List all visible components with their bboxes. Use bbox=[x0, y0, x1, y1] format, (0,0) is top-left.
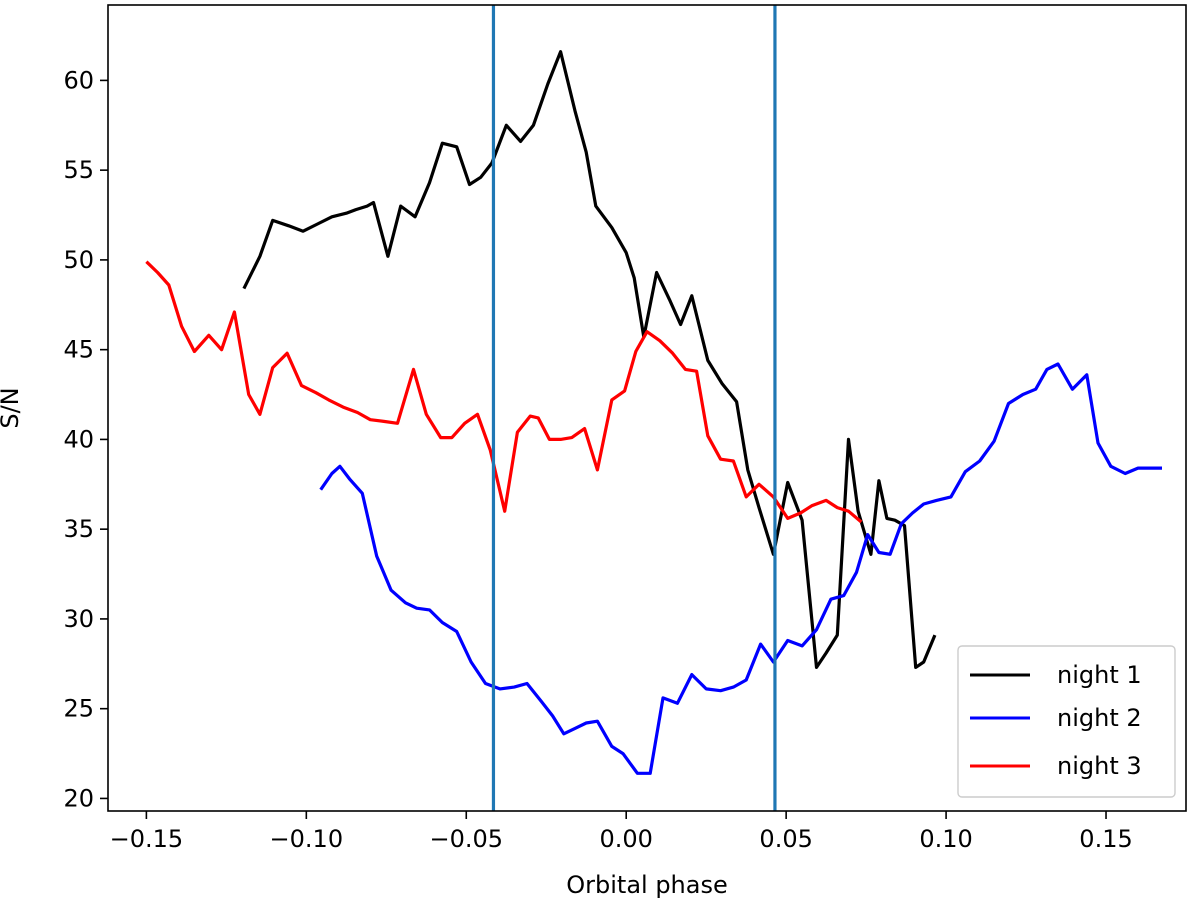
y-tick-label: 30 bbox=[63, 605, 94, 633]
series-line-night-1 bbox=[242, 50, 937, 670]
x-tick-label: −0.10 bbox=[270, 825, 344, 853]
legend-label-night-2: night 2 bbox=[1057, 704, 1142, 732]
vertical-lines-layer bbox=[491, 5, 777, 811]
y-tick-label: 20 bbox=[63, 784, 94, 812]
series-line-night-2 bbox=[319, 362, 1162, 775]
x-tick-label: 0.05 bbox=[759, 825, 812, 853]
plot-frame bbox=[107, 4, 1187, 812]
y-axis: 20 25 30 35 40 45 50 55 60 bbox=[63, 66, 108, 812]
legend-label-night-3: night 3 bbox=[1057, 752, 1142, 780]
x-axis-title: Orbital phase bbox=[566, 871, 728, 899]
y-tick-label: 40 bbox=[63, 425, 94, 453]
y-tick-label: 50 bbox=[63, 246, 94, 274]
y-tick-label: 35 bbox=[63, 515, 94, 543]
x-axis: −0.15 −0.10 −0.05 0.00 0.05 0.10 0.15 bbox=[110, 811, 1133, 853]
y-tick-label: 25 bbox=[63, 695, 94, 723]
x-tick-label: 0.00 bbox=[599, 825, 652, 853]
x-tick-label: 0.10 bbox=[919, 825, 972, 853]
legend-box bbox=[957, 645, 1176, 798]
x-tick-label: −0.15 bbox=[110, 825, 184, 853]
legend-label-night-1: night 1 bbox=[1057, 661, 1142, 689]
y-tick-label: 60 bbox=[63, 66, 94, 94]
y-tick-label: 55 bbox=[63, 156, 94, 184]
x-tick-label: 0.15 bbox=[1079, 825, 1132, 853]
series-layer bbox=[145, 50, 1162, 775]
legend: night 1 night 2 night 3 bbox=[957, 645, 1176, 798]
x-tick-label: −0.05 bbox=[429, 825, 503, 853]
y-tick-label: 45 bbox=[63, 336, 94, 364]
series-line-night-3 bbox=[145, 260, 863, 524]
y-axis-title: S/N bbox=[0, 387, 24, 428]
